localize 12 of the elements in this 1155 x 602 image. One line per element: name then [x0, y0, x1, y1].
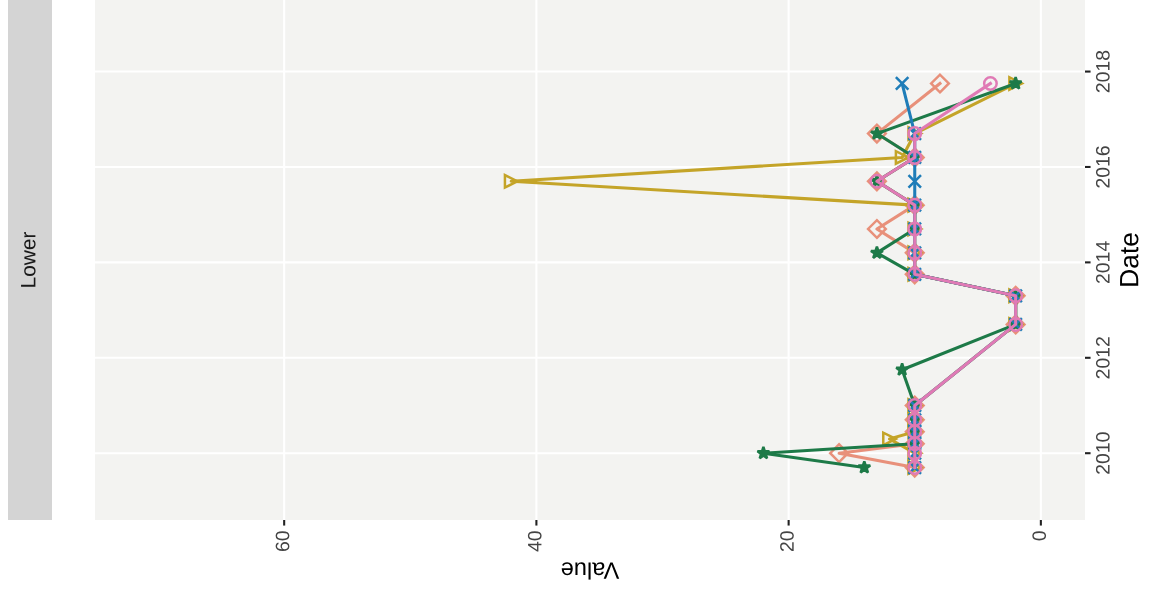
x-tick-label: 40 — [527, 531, 542, 552]
y-tick-label: 2014 — [1095, 241, 1110, 284]
x-axis-title: Value — [561, 562, 620, 580]
x-tick-label: 20 — [780, 531, 794, 552]
text: Lower — [21, 231, 36, 287]
y-tick-label: 2012 — [1095, 337, 1110, 379]
y-tick-label: 2016 — [1095, 146, 1110, 188]
x-tick-label: 60 — [275, 531, 290, 552]
y-axis-title: Date — [1120, 233, 1139, 286]
x-tick-label: 0 — [1032, 531, 1047, 541]
y-tick-label: 2018 — [1095, 50, 1110, 93]
y-tick-label: 2010 — [1095, 432, 1110, 474]
